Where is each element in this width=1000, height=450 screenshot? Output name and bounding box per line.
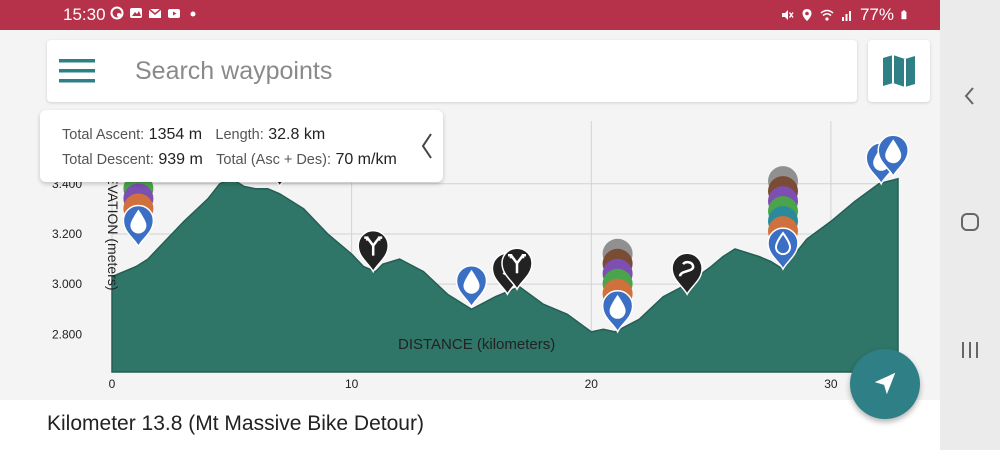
route-icon [678, 260, 695, 277]
navigate-button[interactable] [850, 349, 920, 419]
total-descent-value: 939 m [158, 151, 203, 168]
waypoint-marker[interactable] [357, 229, 389, 274]
route-stats-panel: Total Ascent: 1354 m Length: 32.8 km Tot… [40, 110, 443, 182]
waypoint-marker[interactable] [501, 247, 533, 291]
waypoint-marker[interactable] [877, 134, 909, 178]
status-time: 15:30 [63, 5, 106, 24]
x-tick-label: 10 [345, 377, 359, 391]
x-tick-label: 0 [109, 377, 116, 391]
youtube-icon [168, 9, 180, 18]
mail-icon [148, 8, 162, 18]
map-icon [883, 55, 915, 87]
stats-row-1: Total Ascent: 1354 m Length: 32.8 km [62, 126, 325, 144]
x-axis-label: DISTANCE (kilometers) [398, 336, 555, 353]
x-tick-label: 20 [585, 377, 599, 391]
x-tick-label: 30 [824, 377, 838, 391]
location-icon [802, 9, 812, 21]
system-nav-bar [940, 0, 1000, 450]
water-drop-icon [130, 209, 147, 234]
app-screen: 15:30 77% [0, 0, 940, 450]
waypoint-pin [767, 227, 799, 271]
wifi-icon [820, 9, 834, 21]
y-tick-label: 3.200 [52, 227, 82, 241]
battery-icon [901, 10, 907, 20]
system-status: 77% [780, 5, 910, 25]
y-tick-label: 2.800 [52, 327, 82, 341]
y-axis-label: ELEVATION (meters) [105, 158, 121, 291]
length-value: 32.8 km [268, 126, 326, 143]
dot-icon [190, 11, 196, 17]
bottom-info-bar: Kilometer 13.8 (Mt Massive Bike Detour) [0, 400, 940, 450]
map-view-button[interactable] [868, 40, 930, 102]
hamburger-menu-icon[interactable] [59, 57, 95, 85]
signal-icon [841, 11, 851, 21]
status-bar: 15:30 77% [0, 0, 940, 30]
stats-row-2: Total Descent: 939 m Total (Asc + Des): … [62, 151, 397, 169]
home-icon[interactable] [958, 210, 982, 234]
fork-icon [364, 236, 383, 256]
water-drop-icon [463, 269, 480, 294]
collapse-chevron-icon[interactable] [419, 130, 435, 162]
battery-percent: 77% [859, 5, 894, 24]
y-tick-label: 3.000 [52, 277, 82, 291]
recent-apps-icon[interactable] [958, 338, 982, 362]
app-icon [110, 6, 124, 20]
waypoint-marker[interactable] [601, 238, 634, 334]
current-location-label: Kilometer 13.8 (Mt Massive Bike Detour) [47, 412, 424, 435]
length-label: Length: [215, 127, 264, 143]
waypoint-marker[interactable] [455, 265, 488, 309]
waypoint-marker[interactable] [767, 166, 799, 271]
notification-icons [110, 6, 200, 20]
water-drop-icon [609, 294, 626, 319]
water-drop-icon [885, 139, 902, 164]
mute-icon [781, 10, 794, 20]
total-ascent-value: 1354 m [148, 126, 203, 143]
navigation-arrow-icon [874, 372, 896, 395]
waypoint-marker[interactable] [122, 173, 155, 249]
total-descent-label: Total Descent: [62, 152, 154, 168]
total-asc-des-value: 70 m/km [335, 151, 397, 168]
x-axis-ticks: 0 10 20 30 [109, 377, 838, 391]
search-input[interactable] [135, 56, 835, 86]
fork-icon [508, 253, 526, 274]
waypoint-pin [671, 252, 703, 296]
photo-icon [130, 8, 142, 18]
total-ascent-label: Total Ascent: [62, 127, 145, 143]
waypoint-marker[interactable] [671, 252, 703, 296]
total-asc-des-label: Total (Asc + Des): [216, 152, 331, 168]
back-chevron-icon[interactable] [958, 84, 982, 108]
search-bar [47, 40, 857, 102]
water-drop-icon [774, 231, 792, 256]
